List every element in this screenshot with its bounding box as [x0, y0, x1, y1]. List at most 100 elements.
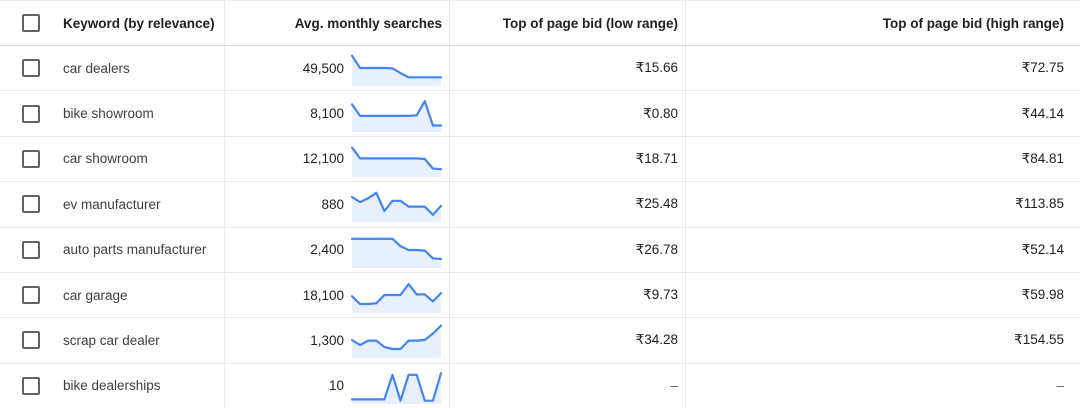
keyword-label: ev manufacturer [63, 196, 161, 212]
sparkline-chart [351, 232, 442, 268]
avg-searches-cell: 18,100 [225, 272, 450, 319]
table-row: car dealers 49,500 ₹15.66 ₹72.75 [0, 46, 1080, 92]
row-checkbox[interactable] [22, 149, 40, 168]
keyword-cell: ev manufacturer [0, 182, 225, 228]
avg-searches-value: 18,100 [302, 287, 344, 303]
keyword-label: car showroom [63, 151, 148, 167]
high-bid-value: – [1056, 378, 1064, 394]
header-cell-keyword: Keyword (by relevance) [0, 1, 225, 46]
sparkline-chart [351, 368, 442, 404]
table-header-row: Keyword (by relevance) Avg. monthly sear… [0, 1, 1080, 46]
high-bid-cell: ₹59.98 [686, 273, 1080, 319]
low-bid-cell: ₹18.71 [450, 136, 686, 183]
keyword-cell: bike showroom [0, 91, 225, 137]
avg-searches-cell: 12,100 [225, 136, 450, 183]
avg-searches-value: 10 [328, 378, 344, 394]
row-checkbox[interactable] [22, 59, 40, 78]
sparkline-chart [351, 96, 442, 132]
row-checkbox[interactable] [22, 195, 40, 214]
high-bid-cell: ₹44.14 [686, 91, 1080, 137]
low-bid-value: – [670, 378, 678, 394]
low-bid-cell: ₹15.66 [450, 46, 686, 92]
low-bid-cell: ₹34.28 [450, 318, 686, 364]
keyword-label: scrap car dealer [63, 332, 160, 348]
low-bid-value: ₹18.71 [635, 150, 678, 166]
keyword-cell: bike dealerships [0, 363, 225, 408]
table-row: bike showroom 8,100 ₹0.80 ₹44.14 [0, 91, 1080, 137]
row-checkbox[interactable] [22, 104, 40, 123]
table-row: car garage 18,100 ₹9.73 ₹59.98 [0, 272, 1080, 319]
table-row: car showroom 12,100 ₹18.71 ₹84.81 [0, 136, 1080, 183]
sparkline-chart [351, 50, 442, 87]
low-bid-cell: ₹25.48 [450, 182, 686, 228]
high-bid-cell: ₹72.75 [686, 46, 1080, 92]
low-bid-cell: – [450, 363, 686, 408]
keyword-label: car dealers [63, 60, 130, 76]
row-checkbox[interactable] [22, 376, 40, 395]
low-bid-value: ₹26.78 [635, 241, 678, 257]
table-body: car dealers 49,500 ₹15.66 ₹72.75 bike sh… [0, 46, 1080, 408]
low-bid-cell: ₹9.73 [450, 272, 686, 319]
column-header-avg-searches[interactable]: Avg. monthly searches [294, 15, 442, 31]
keyword-cell: car showroom [0, 136, 225, 183]
sparkline-chart [351, 277, 442, 314]
avg-searches-value: 880 [321, 196, 344, 212]
header-cell-avg-searches: Avg. monthly searches [225, 1, 450, 46]
high-bid-cell: – [686, 364, 1080, 408]
avg-searches-value: 12,100 [302, 151, 344, 167]
avg-searches-value: 1,300 [310, 332, 344, 348]
select-all-checkbox[interactable] [22, 14, 40, 32]
avg-searches-cell: 10 [225, 363, 450, 408]
keyword-cell: car dealers [0, 46, 225, 92]
row-checkbox[interactable] [22, 240, 40, 259]
high-bid-cell: ₹113.85 [686, 182, 1080, 228]
keyword-cell: car garage [0, 272, 225, 319]
high-bid-cell: ₹154.55 [686, 318, 1080, 364]
table-row: ev manufacturer 880 ₹25.48 ₹113.85 [0, 182, 1080, 228]
table-row: auto parts manufacturer 2,400 ₹26.78 ₹52… [0, 227, 1080, 273]
row-checkbox[interactable] [22, 286, 40, 305]
header-cell-high-bid: Top of page bid (high range) [686, 1, 1080, 46]
low-bid-value: ₹0.80 [643, 105, 678, 121]
avg-searches-value: 2,400 [310, 242, 344, 258]
keyword-label: bike showroom [63, 106, 154, 122]
high-bid-cell: ₹84.81 [686, 137, 1080, 183]
sparkline-chart [351, 322, 442, 359]
avg-searches-value: 8,100 [310, 106, 344, 122]
keyword-label: car garage [63, 287, 128, 303]
high-bid-value: ₹113.85 [1015, 196, 1064, 212]
high-bid-value: ₹52.14 [1021, 241, 1064, 257]
sparkline-chart [351, 186, 442, 223]
table-row: scrap car dealer 1,300 ₹34.28 ₹154.55 [0, 318, 1080, 364]
avg-searches-cell: 49,500 [225, 46, 450, 92]
low-bid-value: ₹34.28 [635, 332, 678, 348]
low-bid-value: ₹15.66 [635, 60, 678, 76]
high-bid-value: ₹154.55 [1014, 332, 1064, 348]
low-bid-cell: ₹26.78 [450, 227, 686, 273]
low-bid-value: ₹9.73 [643, 287, 678, 303]
high-bid-cell: ₹52.14 [686, 228, 1080, 273]
avg-searches-cell: 8,100 [225, 91, 450, 137]
header-cell-low-bid: Top of page bid (low range) [450, 1, 686, 46]
avg-searches-cell: 1,300 [225, 318, 450, 364]
avg-searches-cell: 2,400 [225, 227, 450, 273]
avg-searches-value: 49,500 [302, 60, 344, 76]
low-bid-value: ₹25.48 [635, 196, 678, 212]
low-bid-cell: ₹0.80 [450, 91, 686, 137]
high-bid-value: ₹72.75 [1021, 60, 1064, 76]
keyword-cell: scrap car dealer [0, 318, 225, 364]
keyword-label: auto parts manufacturer [63, 242, 207, 258]
table-row: bike dealerships 10 – – [0, 363, 1080, 408]
keyword-label: bike dealerships [63, 378, 161, 394]
column-header-keyword[interactable]: Keyword (by relevance) [63, 15, 215, 31]
avg-searches-cell: 880 [225, 182, 450, 228]
sparkline-chart [351, 141, 442, 177]
column-header-high-bid[interactable]: Top of page bid (high range) [882, 15, 1064, 31]
high-bid-value: ₹44.14 [1021, 105, 1064, 121]
high-bid-value: ₹84.81 [1021, 150, 1064, 166]
high-bid-value: ₹59.98 [1021, 287, 1064, 303]
column-header-low-bid[interactable]: Top of page bid (low range) [502, 15, 678, 31]
row-checkbox[interactable] [22, 331, 40, 350]
keyword-cell: auto parts manufacturer [0, 227, 225, 273]
